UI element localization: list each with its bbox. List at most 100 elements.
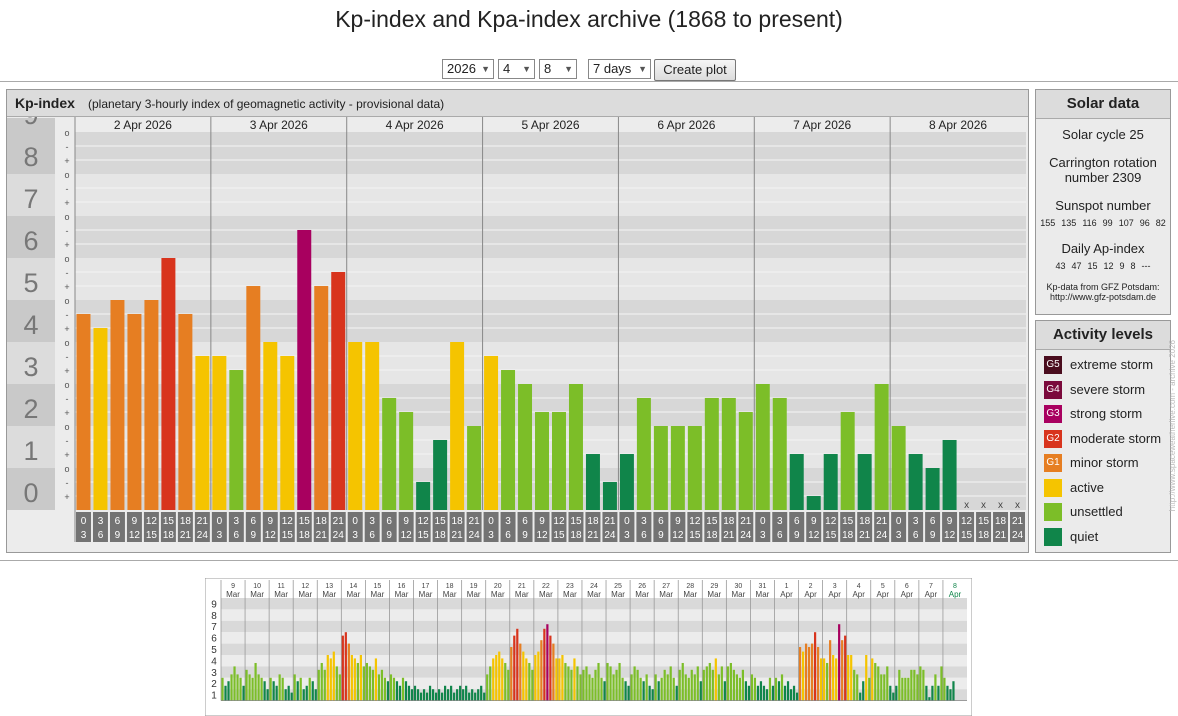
overview-bar [750, 674, 754, 701]
overview-bar [305, 685, 308, 701]
level-swatch [1044, 503, 1062, 521]
overview-day-number: 15 [374, 583, 382, 590]
overview-bar [678, 669, 681, 701]
day-select[interactable]: 8 ▼ [539, 59, 577, 79]
interval-start-label: 6 [251, 516, 257, 527]
overview-bar [471, 689, 474, 701]
interval-start-label: 9 [811, 516, 817, 527]
y-band-label-bg [7, 384, 55, 426]
interval-cell [347, 512, 363, 542]
sunspot-value: 116 [1082, 218, 1097, 228]
interval-end-label: 18 [842, 530, 854, 541]
overview-bar [567, 666, 570, 701]
source-line2[interactable]: http://www.gfz-potsdam.de [1049, 292, 1157, 302]
interval-end-label: 15 [553, 530, 565, 541]
kp-bar [585, 454, 600, 510]
overview-bar [693, 674, 696, 701]
overview-bar [786, 681, 790, 701]
overview-bar [829, 640, 832, 701]
overview-bar [603, 681, 606, 701]
overview-bar [789, 689, 793, 701]
sunspot-value: 135 [1061, 218, 1077, 228]
overview-y-label: 4 [211, 656, 217, 667]
kp-bar [755, 384, 770, 510]
interval-cell [364, 512, 380, 542]
overview-day-number: 3 [833, 583, 837, 590]
overview-day-month: Mar [515, 590, 529, 599]
minor-tick-label: + [64, 324, 69, 334]
interval-start-label: 12 [961, 516, 973, 527]
divider [0, 81, 1178, 82]
interval-cell [211, 512, 227, 542]
overview-bar [600, 677, 603, 701]
overview-bar [624, 681, 627, 701]
interval-start-label: 0 [488, 516, 494, 527]
year-select[interactable]: 2026 ▼ [442, 59, 494, 79]
overview-day-month: Apr [804, 590, 817, 599]
overview-day-month: Mar [371, 590, 385, 599]
overview-bar [792, 685, 796, 701]
overview-bar [898, 669, 901, 701]
kp-bar [789, 454, 804, 510]
create-plot-button[interactable]: Create plot [654, 59, 736, 81]
interval-end-label: 18 [570, 530, 582, 541]
interval-end-label: 15 [282, 530, 294, 541]
y-band-label-bg [7, 300, 55, 342]
interval-end-label: 6 [777, 530, 783, 541]
overview-bar [254, 662, 257, 701]
overview-day-number: 29 [710, 583, 718, 590]
overview-bar [579, 674, 582, 701]
kp-bar [602, 481, 617, 510]
interval-end-label: 15 [418, 530, 430, 541]
overview-bar [278, 674, 281, 701]
overview-day-number: 22 [542, 583, 550, 590]
y-band-label-bg [7, 426, 55, 468]
overview-bar [389, 674, 393, 701]
overview-bar [495, 655, 498, 701]
overview-day-number: 26 [638, 583, 646, 590]
interval-cell [619, 512, 635, 542]
interval-cell [704, 512, 720, 542]
duration-select[interactable]: 7 days ▼ [588, 59, 651, 79]
interval-end-label: 12 [129, 530, 141, 541]
y-tick-label: 0 [23, 478, 38, 508]
interval-cell [466, 512, 482, 542]
interval-end-label: 3 [624, 530, 630, 541]
overview-bar [856, 674, 859, 701]
overview-bar [341, 635, 344, 701]
interval-start-label: 9 [403, 516, 409, 527]
overview-day-month: Mar [346, 590, 360, 599]
kp-bar [161, 258, 176, 510]
kp-bar [721, 397, 736, 510]
y-band [75, 258, 1026, 300]
interval-end-label: 18 [435, 530, 447, 541]
interval-cell [330, 512, 346, 542]
kp-bar [246, 286, 261, 510]
overview-bar [302, 689, 305, 701]
interval-cell [449, 512, 465, 542]
overview-bar [714, 658, 717, 701]
interval-end-label: 9 [794, 530, 800, 541]
kp-bar [806, 496, 821, 510]
interval-end-label: 6 [641, 530, 647, 541]
overview-bar [675, 685, 678, 701]
interval-cell [398, 512, 414, 542]
overview-bar [437, 689, 441, 701]
minor-tick-label: + [64, 408, 69, 418]
interval-start-label: 6 [386, 516, 392, 527]
interval-start-label: 15 [299, 516, 311, 527]
interval-start-label: 18 [995, 516, 1007, 527]
overview-bar [765, 689, 769, 701]
overview-bar [236, 674, 239, 701]
overview-bar [823, 658, 826, 701]
interval-cell [874, 512, 890, 542]
overview-bar [570, 669, 573, 701]
overview-bar [362, 666, 365, 701]
overview-bar [335, 666, 338, 701]
overview-bar [434, 692, 438, 701]
month-select[interactable]: 4 ▼ [498, 59, 535, 79]
interval-cell [483, 512, 499, 542]
y-band-label-bg [7, 216, 55, 258]
ap-label: Daily Ap-index [1061, 241, 1145, 256]
interval-cell [143, 512, 159, 542]
